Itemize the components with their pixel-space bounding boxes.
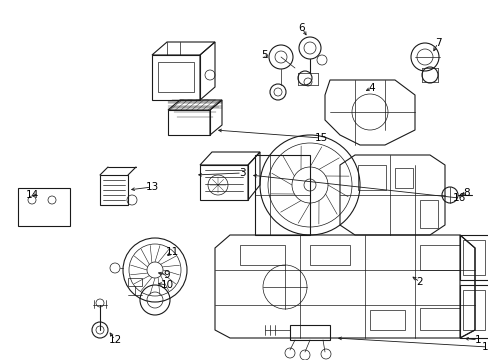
Bar [309, 245, 349, 265]
Text: 7: 7 [434, 38, 440, 48]
Text: 13: 13 [145, 182, 158, 192]
Text: 16: 16 [451, 193, 465, 203]
Text: 5: 5 [260, 50, 267, 60]
Bar [462, 290, 484, 330]
Bar [462, 240, 484, 275]
Text: 1: 1 [474, 335, 480, 345]
Text: 14: 14 [25, 190, 39, 200]
Text: 17: 17 [480, 342, 488, 352]
Bar [18, 188, 70, 226]
Bar [369, 310, 404, 330]
Bar [357, 165, 385, 190]
Text: 15: 15 [314, 133, 327, 143]
Bar [394, 168, 412, 188]
Text: 4: 4 [368, 83, 375, 93]
Bar [419, 245, 459, 270]
Text: 2: 2 [416, 277, 423, 287]
Text: 10: 10 [160, 280, 173, 290]
Bar [128, 278, 142, 286]
Circle shape [304, 179, 315, 191]
Text: 12: 12 [108, 335, 122, 345]
Text: 6: 6 [298, 23, 305, 33]
Text: 8: 8 [463, 188, 469, 198]
Bar [419, 308, 459, 330]
Text: 11: 11 [165, 247, 178, 257]
Circle shape [147, 262, 163, 278]
Bar [419, 200, 437, 228]
Text: 3: 3 [238, 168, 245, 178]
Bar [158, 62, 194, 92]
Bar [240, 245, 285, 265]
Text: 9: 9 [163, 270, 170, 280]
